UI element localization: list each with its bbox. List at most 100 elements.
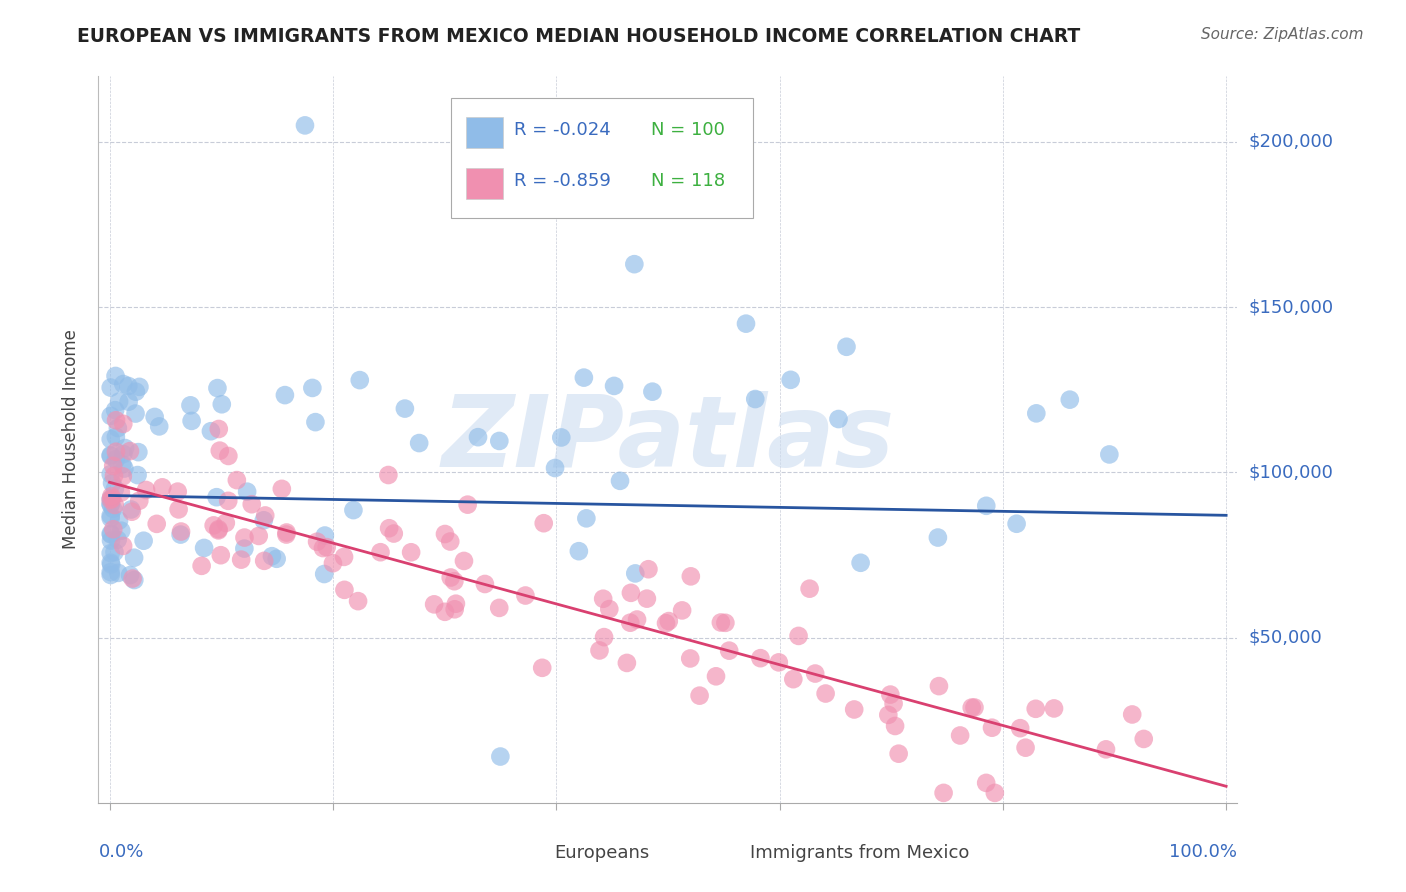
Point: [145, 516, 167, 531]
Point: [100, 449, 122, 463]
Point: [1059, 392, 1081, 407]
Point: [787, 629, 810, 643]
Point: [619, 615, 641, 630]
Point: [671, 603, 693, 617]
Point: [314, 567, 336, 582]
Point: [457, 498, 479, 512]
Point: [304, 415, 326, 429]
Point: [100, 491, 122, 506]
Point: [533, 516, 555, 531]
Point: [276, 525, 298, 540]
Point: [804, 666, 827, 681]
Point: [598, 602, 620, 616]
Point: [679, 569, 702, 583]
Point: [593, 630, 616, 644]
Point: [117, 379, 139, 393]
Point: [240, 497, 263, 511]
Point: [233, 541, 256, 556]
Point: [572, 370, 595, 384]
Text: R = -0.024: R = -0.024: [515, 121, 610, 139]
Point: [211, 397, 233, 411]
Point: [849, 556, 872, 570]
Point: [575, 511, 598, 525]
Point: [100, 497, 122, 511]
Point: [247, 529, 270, 543]
Point: [114, 441, 136, 455]
Point: [111, 458, 134, 472]
Point: [104, 452, 127, 467]
Point: [202, 518, 225, 533]
Point: [782, 672, 804, 686]
Point: [128, 493, 150, 508]
Point: [207, 381, 229, 395]
Point: [1014, 740, 1036, 755]
Point: [349, 373, 371, 387]
Point: [550, 430, 572, 444]
Point: [568, 544, 591, 558]
Text: $150,000: $150,000: [1249, 298, 1333, 316]
Point: [799, 582, 821, 596]
Point: [125, 384, 148, 399]
Point: [100, 526, 122, 541]
Point: [112, 539, 135, 553]
Point: [658, 614, 681, 628]
Point: [735, 317, 758, 331]
Point: [714, 615, 737, 630]
Point: [960, 700, 983, 714]
Point: [887, 747, 910, 761]
Point: [122, 550, 145, 565]
Point: [749, 651, 772, 665]
Point: [333, 549, 356, 564]
Point: [112, 417, 135, 431]
Point: [100, 381, 122, 395]
Point: [104, 482, 127, 496]
Point: [1005, 516, 1028, 531]
Point: [488, 600, 510, 615]
FancyBboxPatch shape: [522, 833, 548, 856]
Point: [100, 492, 122, 507]
Point: [108, 514, 131, 528]
FancyBboxPatch shape: [717, 833, 744, 856]
Point: [949, 729, 972, 743]
Point: [193, 541, 215, 555]
Text: R = -0.859: R = -0.859: [515, 172, 612, 190]
Text: Immigrants from Mexico: Immigrants from Mexico: [749, 844, 969, 863]
Point: [100, 448, 122, 462]
Point: [616, 656, 638, 670]
Text: N = 100: N = 100: [651, 121, 724, 139]
Point: [467, 430, 489, 444]
Point: [107, 421, 129, 435]
Point: [1121, 707, 1143, 722]
Point: [624, 566, 647, 581]
Point: [107, 533, 129, 547]
Point: [620, 586, 643, 600]
Point: [217, 449, 239, 463]
FancyBboxPatch shape: [451, 97, 754, 218]
Point: [100, 546, 122, 560]
Point: [225, 473, 247, 487]
Point: [100, 556, 122, 570]
Point: [609, 474, 631, 488]
Point: [121, 505, 143, 519]
Point: [100, 508, 122, 523]
Point: [253, 513, 276, 527]
Point: [636, 591, 658, 606]
Point: [544, 461, 567, 475]
Point: [118, 568, 141, 582]
Point: [100, 527, 122, 541]
Point: [127, 445, 149, 459]
Point: [489, 749, 512, 764]
Point: [307, 534, 329, 549]
Point: [844, 702, 866, 716]
FancyBboxPatch shape: [467, 117, 503, 148]
Point: [588, 643, 610, 657]
Point: [974, 776, 997, 790]
Point: [394, 401, 416, 416]
Point: [100, 565, 122, 579]
Point: [276, 527, 298, 541]
Point: [928, 679, 950, 693]
Text: $100,000: $100,000: [1249, 463, 1333, 482]
Point: [744, 392, 766, 406]
Point: [112, 447, 135, 461]
Point: [322, 556, 344, 570]
